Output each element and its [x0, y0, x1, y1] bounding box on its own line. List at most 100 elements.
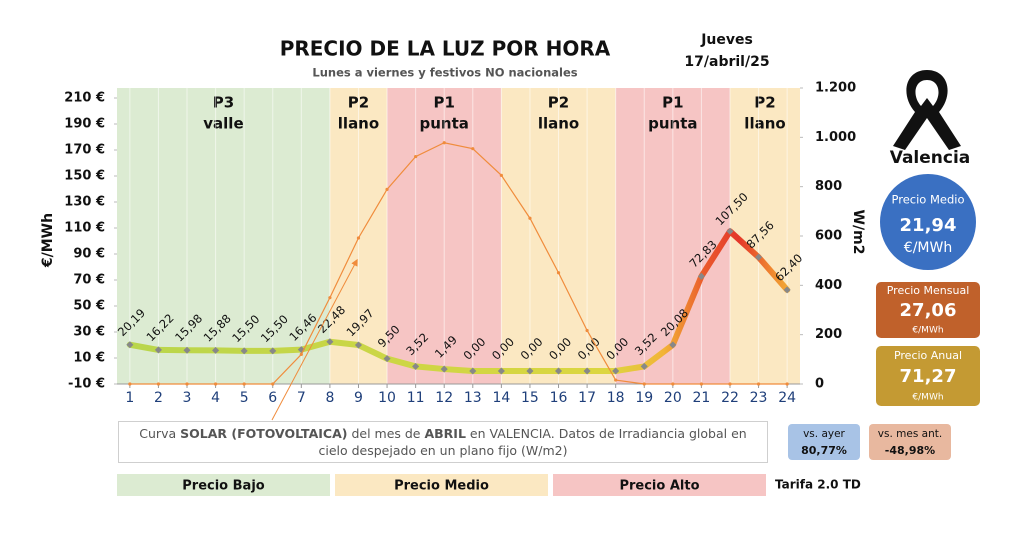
vs-month-box: [869, 424, 951, 460]
solar-point: [242, 382, 246, 386]
note-text: SOLAR (FOTOVOLTAICA): [180, 426, 348, 441]
y-tick-label: 190 €: [64, 117, 105, 132]
price-point: [383, 355, 391, 363]
y2-tick-label: 0: [815, 377, 824, 392]
average-unit: €/MWh: [904, 240, 952, 256]
grid: 1 2 3 4 5 6 7 8 9 10 11 12 13 14 15 16 17 18 19 20 21 22 23 24-…: [64, 81, 856, 407]
price-point: [583, 367, 591, 375]
solar-point: [528, 216, 532, 220]
price-point: [612, 367, 620, 375]
solar-point: [499, 173, 503, 177]
price-point: [497, 367, 505, 375]
note-text: en VALENCIA. Datos de Irradiancia global…: [318, 426, 747, 458]
average-label: Precio Medio: [891, 193, 964, 207]
y-tick-label: 50 €: [73, 299, 105, 314]
x-tick-label: 18: [607, 390, 625, 406]
vs-yesterday-box: [788, 424, 860, 460]
monthly-unit: €/MWh: [912, 326, 943, 336]
y-tick-label: -10 €: [68, 377, 105, 392]
solar-point: [356, 236, 361, 240]
x-tick-label: 20: [664, 390, 682, 406]
x-tick-label: 16: [550, 390, 568, 406]
legend-swatch: [335, 474, 548, 496]
solar-point: [185, 382, 189, 386]
x-tick-label: 24: [778, 390, 796, 406]
period-name: valle: [203, 115, 243, 133]
city: Valencia: [890, 148, 971, 168]
solar-point: [471, 147, 475, 151]
x-tick-label: 17: [578, 390, 596, 406]
price-point: [640, 362, 648, 370]
y-tick-label: 90 €: [73, 247, 105, 262]
solar-point: [156, 382, 161, 386]
solar-point: [299, 352, 303, 356]
solar-point: [756, 382, 761, 386]
period-band: [117, 88, 330, 384]
solar-point: [556, 271, 561, 275]
price-point: [212, 346, 220, 354]
solar-point: [271, 382, 275, 386]
y2-tick-label: 1.200: [815, 81, 856, 96]
legend-label: Precio Alto: [619, 479, 699, 494]
date: 17/abril/25: [684, 54, 769, 70]
y-tick-label: 70 €: [73, 273, 105, 288]
note-text: Curva: [139, 426, 181, 441]
price-point: [183, 346, 191, 354]
y-tick-label: 10 €: [73, 351, 105, 366]
mourning-ribbon: [893, 70, 961, 150]
average-value: 21,94: [900, 215, 957, 236]
subtitle: Lunes a viernes y festivos NO nacionales: [312, 66, 577, 80]
date-day: Jueves: [700, 32, 753, 48]
y-tick-label: 170 €: [64, 143, 105, 158]
y2-tick-label: 800: [815, 179, 842, 194]
annotation-arrow: [271, 258, 358, 421]
solar-point: [614, 378, 618, 382]
price-point: [126, 341, 134, 349]
x-tick-label: 9: [354, 390, 363, 406]
solar-point: [328, 296, 332, 300]
x-tick-label: 6: [268, 390, 277, 406]
monthly-badge: [876, 282, 980, 338]
solar-point: [785, 382, 789, 386]
price-point: [783, 286, 791, 294]
solar-point: [414, 154, 418, 159]
legend-swatch: [553, 474, 766, 496]
price-line: [126, 228, 791, 374]
x-tick-label: 3: [183, 390, 192, 406]
price-point: [440, 365, 448, 373]
y2-tick-label: 200: [815, 327, 842, 342]
vs-month-label: vs. mes ant.: [878, 428, 942, 440]
y-tick-label: 30 €: [73, 325, 105, 340]
period-bands: P3valleP2llanoP1puntaP2llanoP1puntaP2lla…: [117, 88, 800, 384]
x-tick-label: 7: [297, 390, 306, 406]
note: Curva SOLAR (FOTOVOLTAICA) del mes de AB…: [118, 421, 768, 463]
x-tick-label: 14: [492, 390, 510, 406]
y2-tick-label: 600: [815, 229, 842, 244]
note-text: del mes de: [347, 426, 425, 441]
solar-point: [699, 382, 704, 386]
price-point: [726, 227, 734, 235]
monthly-value: 27,06: [900, 300, 957, 321]
price-point: [326, 338, 334, 346]
solar-point: [213, 382, 218, 386]
y-tick-label: 130 €: [64, 195, 105, 210]
x-tick-label: 1: [125, 390, 134, 406]
price-point: [669, 341, 677, 349]
yearly-label: Precio Anual: [894, 349, 962, 362]
x-tick-label: 23: [750, 390, 768, 406]
solar-point: [642, 382, 646, 386]
y-axis-label: €/MWh: [40, 213, 56, 268]
vs-yesterday-value: 80,77%: [801, 444, 847, 457]
y2-tick-label: 400: [815, 278, 842, 293]
x-tick-label: 10: [378, 390, 396, 406]
solar-point: [585, 328, 589, 333]
price-point: [697, 272, 705, 280]
legend-label: Precio Bajo: [182, 479, 265, 494]
note-text: ABRIL: [424, 426, 466, 441]
price-point: [354, 341, 363, 349]
average-badge: [880, 174, 976, 270]
yearly-unit: €/MWh: [912, 393, 943, 403]
x-tick-label: 21: [692, 390, 710, 406]
